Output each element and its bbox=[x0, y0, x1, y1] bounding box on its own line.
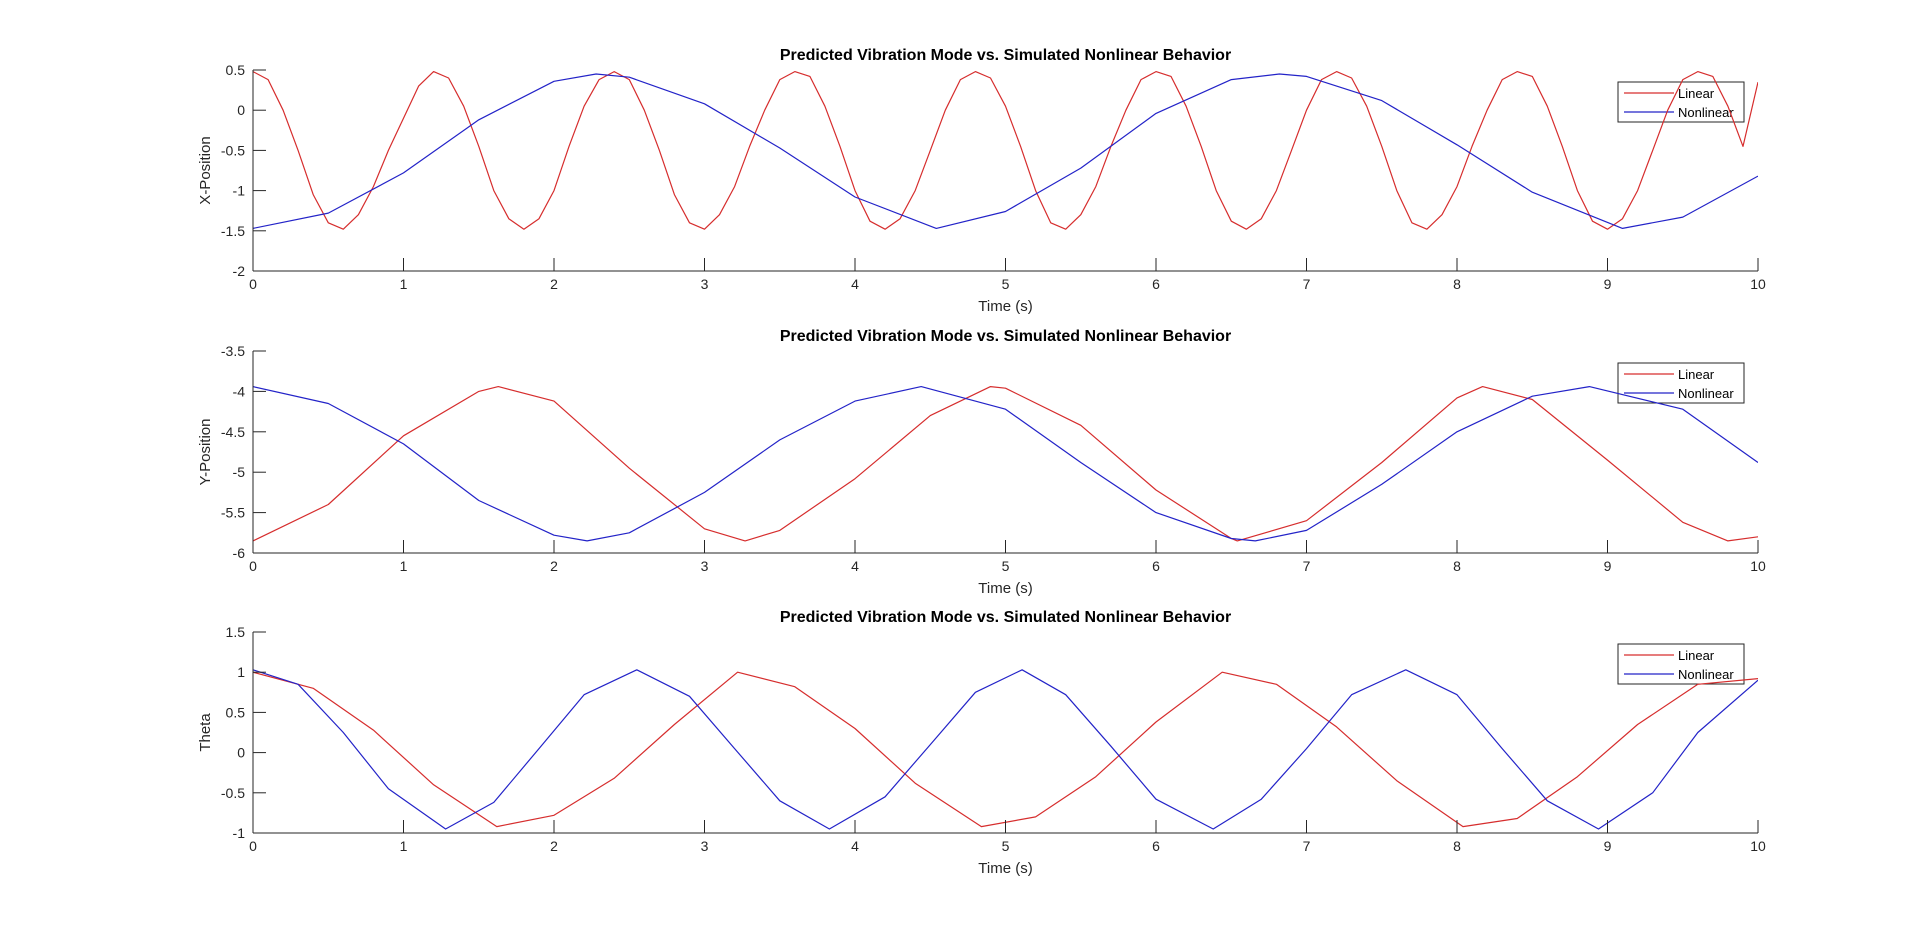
series-line-nonlinear bbox=[253, 386, 1758, 542]
legend-label-nonlinear: Nonlinear bbox=[1678, 105, 1734, 120]
y-tick-label: -4 bbox=[233, 383, 246, 399]
legend-label-nonlinear: Nonlinear bbox=[1678, 386, 1734, 401]
x-tick-label: 8 bbox=[1453, 838, 1461, 854]
series-line-nonlinear bbox=[253, 669, 1758, 830]
x-tick-label: 9 bbox=[1604, 276, 1612, 292]
y-tick-label: -5.5 bbox=[221, 505, 245, 521]
x-tick-label: 0 bbox=[249, 838, 257, 854]
theta-panel: Predicted Vibration Mode vs. Simulated N… bbox=[197, 609, 1766, 877]
x-tick-label: 9 bbox=[1604, 558, 1612, 574]
legend-label-nonlinear: Nonlinear bbox=[1678, 667, 1734, 682]
x-tick-label: 8 bbox=[1453, 558, 1461, 574]
y-tick-label: -0.5 bbox=[221, 785, 245, 801]
y-tick-label: 1.5 bbox=[226, 624, 246, 640]
chart-title: Predicted Vibration Mode vs. Simulated N… bbox=[780, 328, 1231, 345]
x-tick-label: 7 bbox=[1303, 276, 1311, 292]
x-tick-label: 5 bbox=[1002, 558, 1010, 574]
x-tick-label: 3 bbox=[701, 558, 709, 574]
series-line-linear bbox=[253, 386, 1758, 542]
x-position-panel: Predicted Vibration Mode vs. Simulated N… bbox=[197, 47, 1766, 315]
x-tick-label: 4 bbox=[851, 558, 859, 574]
x-tick-label: 10 bbox=[1750, 276, 1766, 292]
y-tick-label: -1 bbox=[233, 183, 246, 199]
chart-title: Predicted Vibration Mode vs. Simulated N… bbox=[780, 609, 1231, 626]
y-tick-label: 0 bbox=[237, 745, 245, 761]
x-axis-label: Time (s) bbox=[978, 580, 1032, 597]
x-tick-label: 1 bbox=[400, 838, 408, 854]
legend-label-linear: Linear bbox=[1678, 648, 1715, 663]
y-tick-label: 0.5 bbox=[226, 704, 246, 720]
y-tick-label: -4.5 bbox=[221, 424, 245, 440]
y-tick-label: -3.5 bbox=[221, 343, 245, 359]
y-tick-label: 0.5 bbox=[226, 62, 246, 78]
y-tick-label: -2 bbox=[233, 263, 246, 279]
y-position-panel: Predicted Vibration Mode vs. Simulated N… bbox=[197, 328, 1766, 597]
chart-title: Predicted Vibration Mode vs. Simulated N… bbox=[780, 47, 1231, 64]
y-tick-label: -1.5 bbox=[221, 223, 245, 239]
x-tick-label: 1 bbox=[400, 276, 408, 292]
series-line-nonlinear bbox=[253, 73, 1758, 229]
x-tick-label: 0 bbox=[249, 558, 257, 574]
legend-label-linear: Linear bbox=[1678, 86, 1715, 101]
x-axis-label: Time (s) bbox=[978, 298, 1032, 315]
y-tick-label: -6 bbox=[233, 545, 246, 561]
legend: Linear Nonlinear bbox=[1617, 643, 1745, 685]
y-tick-label: 0 bbox=[237, 102, 245, 118]
x-tick-label: 1 bbox=[400, 558, 408, 574]
legend-box bbox=[1617, 643, 1745, 685]
x-tick-label: 3 bbox=[701, 838, 709, 854]
x-tick-label: 0 bbox=[249, 276, 257, 292]
x-tick-label: 5 bbox=[1002, 276, 1010, 292]
x-tick-label: 2 bbox=[550, 558, 558, 574]
y-tick-label: -0.5 bbox=[221, 142, 245, 158]
x-tick-label: 8 bbox=[1453, 276, 1461, 292]
y-axis-label: Theta bbox=[197, 713, 214, 752]
series-group bbox=[253, 386, 1758, 542]
series-line-linear bbox=[253, 671, 1758, 828]
x-tick-label: 5 bbox=[1002, 838, 1010, 854]
x-tick-label: 7 bbox=[1303, 838, 1311, 854]
legend-box bbox=[1617, 81, 1745, 123]
y-tick-label: -1 bbox=[233, 825, 246, 841]
x-axis-label: Time (s) bbox=[978, 860, 1032, 877]
legend: Linear Nonlinear bbox=[1617, 81, 1745, 123]
x-tick-label: 3 bbox=[701, 276, 709, 292]
x-tick-label: 4 bbox=[851, 838, 859, 854]
x-tick-label: 2 bbox=[550, 838, 558, 854]
y-tick-label: -5 bbox=[233, 464, 246, 480]
x-tick-label: 6 bbox=[1152, 838, 1160, 854]
x-tick-label: 6 bbox=[1152, 558, 1160, 574]
y-axis-label: Y-Position bbox=[197, 419, 214, 486]
x-tick-label: 7 bbox=[1303, 558, 1311, 574]
x-tick-label: 2 bbox=[550, 276, 558, 292]
series-line-linear bbox=[253, 70, 1758, 230]
legend-box bbox=[1617, 362, 1745, 404]
x-tick-label: 10 bbox=[1750, 558, 1766, 574]
y-tick-label: 1 bbox=[237, 664, 245, 680]
y-axis-label: X-Position bbox=[197, 136, 214, 204]
series-group bbox=[253, 669, 1758, 830]
x-tick-label: 6 bbox=[1152, 276, 1160, 292]
x-tick-label: 4 bbox=[851, 276, 859, 292]
series-group bbox=[253, 70, 1758, 230]
x-tick-label: 10 bbox=[1750, 838, 1766, 854]
x-tick-label: 9 bbox=[1604, 838, 1612, 854]
legend: Linear Nonlinear bbox=[1617, 362, 1745, 404]
legend-label-linear: Linear bbox=[1678, 367, 1715, 382]
